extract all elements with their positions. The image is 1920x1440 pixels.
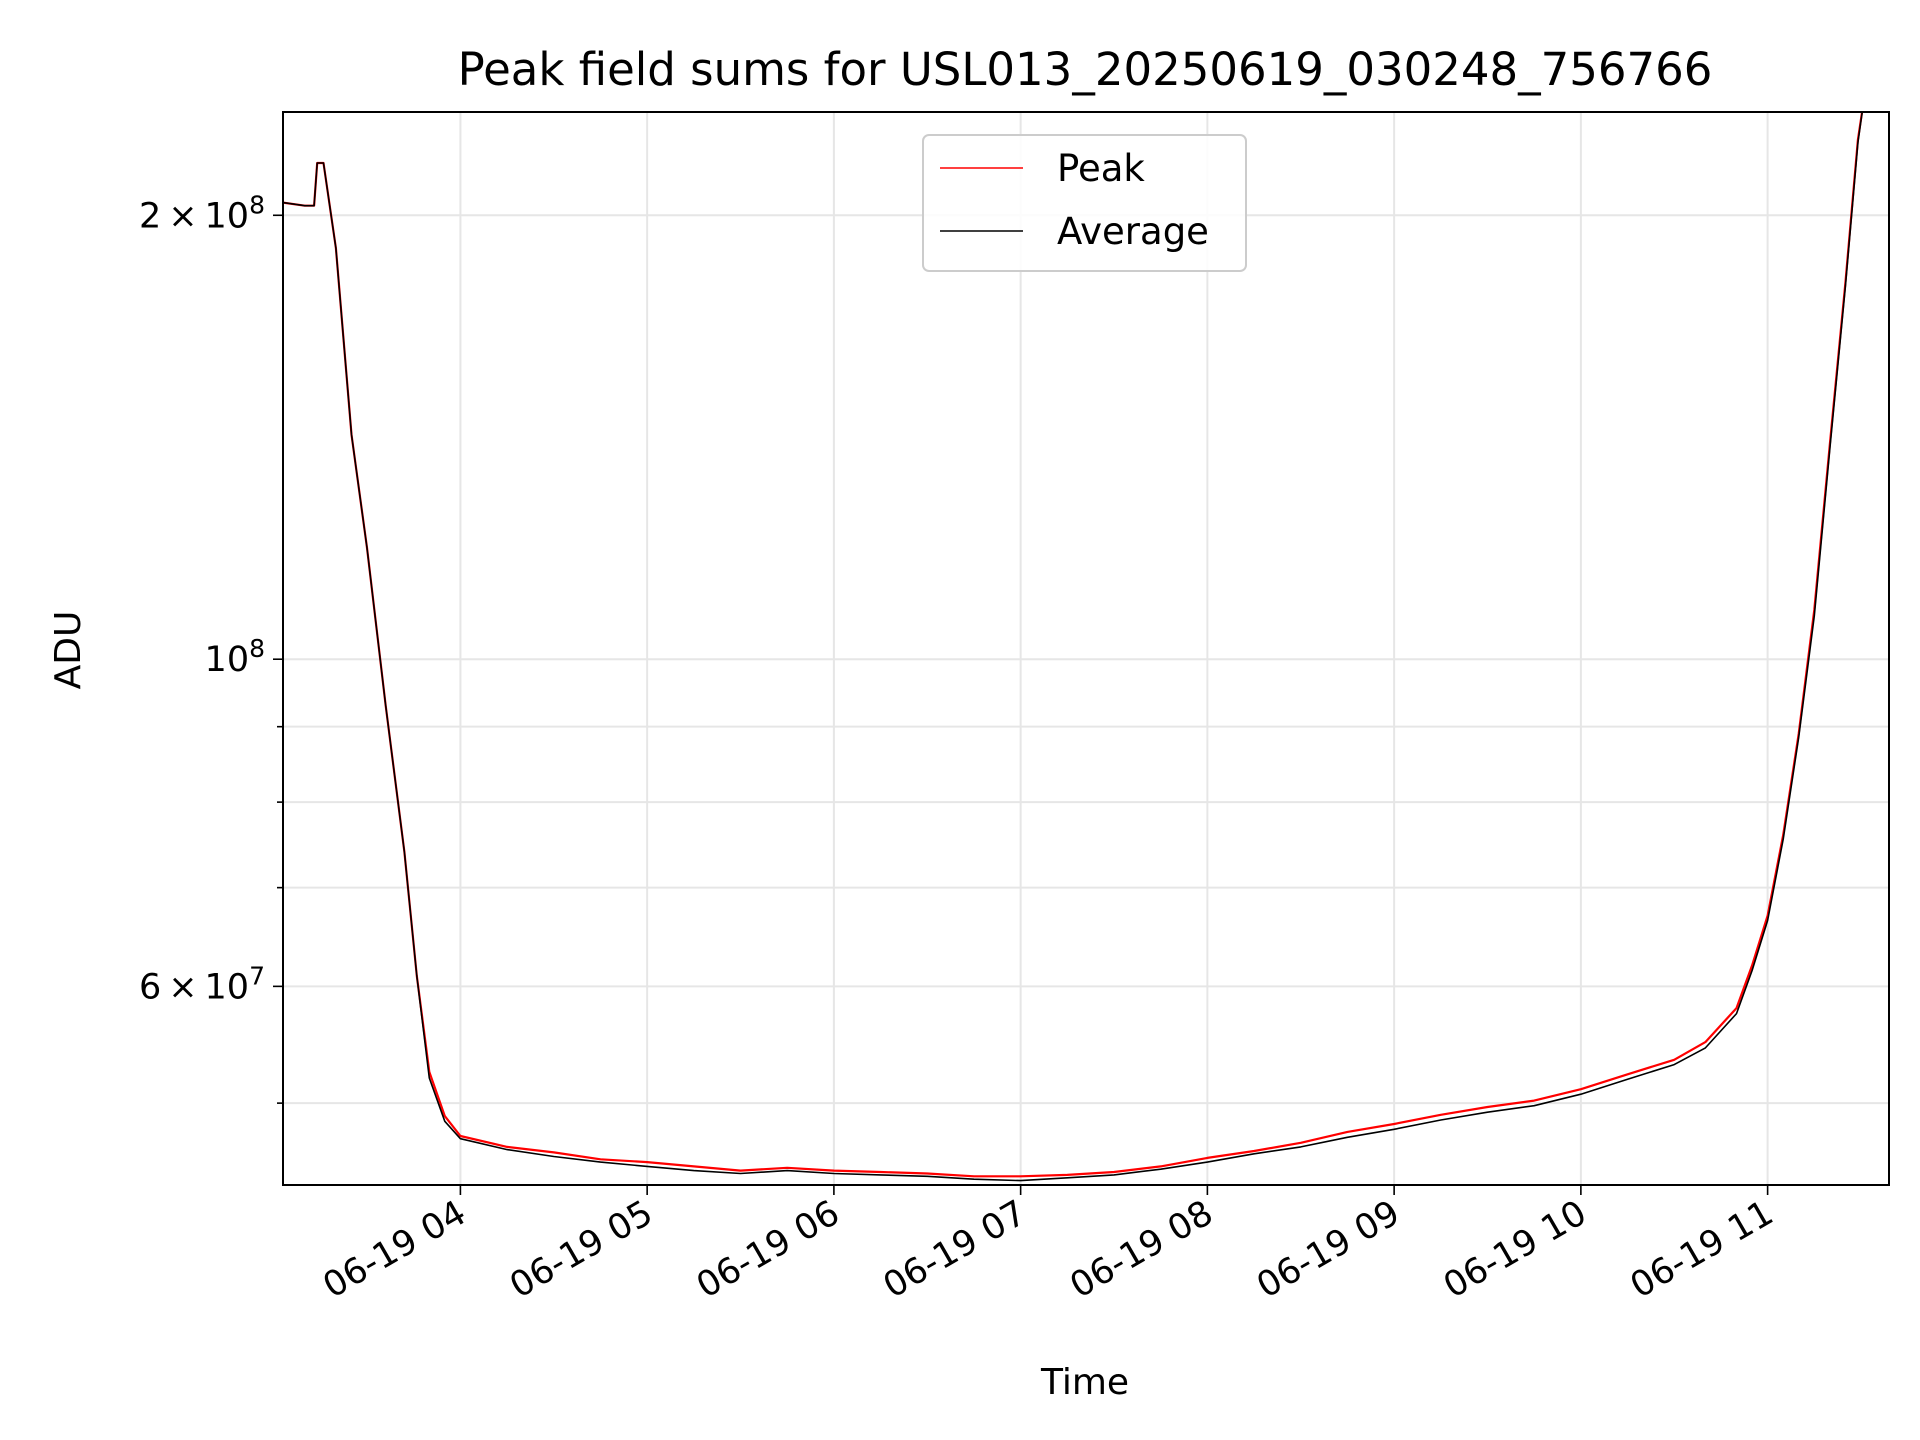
grid-layer [283,112,1889,1185]
legend-label-peak: Peak [1057,147,1145,190]
x-axis: 06-19 04 06-19 05 06-19 06 06-19 07 06-19 08… [317,1185,1780,1306]
chart-title: Peak field sums for USL013_20250619_0302… [458,43,1713,96]
x-tick-label: 06-19 10 [1437,1193,1593,1306]
x-tick-label: 06-19 08 [1064,1193,1220,1306]
y-tick-label: 108 [205,634,265,680]
plot-frame [282,111,1890,1186]
x-tick-label: 06-19 05 [503,1193,659,1306]
y-axis: 2 × 108 108 6 × 107 [139,190,283,1104]
y-tick-label: 6 × 107 [139,961,265,1007]
y-tick-label: 2 × 108 [139,190,265,236]
legend-box [922,134,1247,272]
x-tick-label: 06-19 07 [877,1193,1033,1306]
legend: Peak Average [922,134,1247,272]
x-axis-label: Time [1040,1362,1129,1403]
x-tick-label: 06-19 11 [1624,1193,1780,1306]
x-tick-label: 06-19 09 [1250,1193,1406,1306]
series-line-average [283,112,1864,1182]
series-layer [283,112,1864,1182]
x-tick-label: 06-19 06 [690,1193,846,1306]
legend-label-average: Average [1057,210,1209,253]
y-axis-label: ADU [48,611,89,690]
x-tick-label: 06-19 04 [317,1193,473,1306]
